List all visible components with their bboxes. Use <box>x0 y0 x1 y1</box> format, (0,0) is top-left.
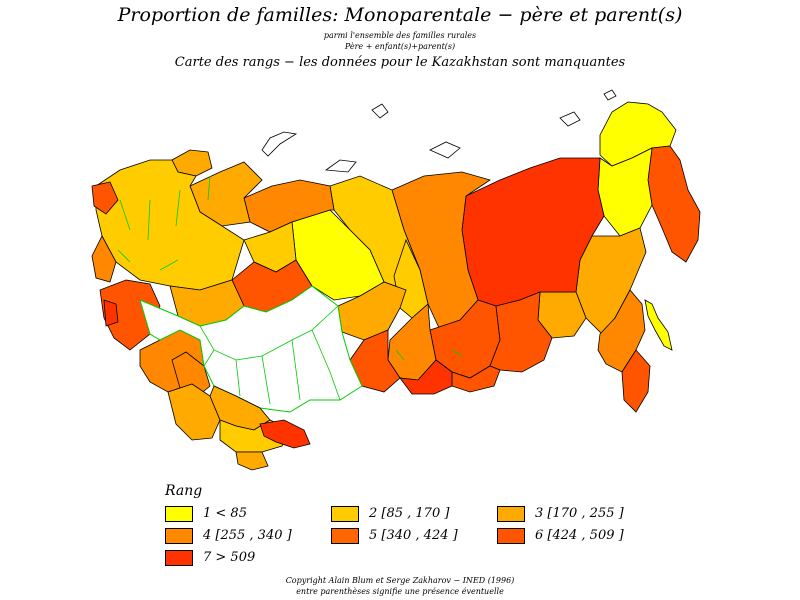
region-novosibirsk <box>337 281 407 341</box>
internal-borders-green <box>117 175 463 361</box>
region-caucasus-north <box>167 383 221 441</box>
region-novaya-zemlya <box>261 131 298 157</box>
legend-label-6: 6 [424 , 509 ] <box>535 528 624 543</box>
region-moldova <box>103 299 119 327</box>
region-magadan <box>597 147 653 237</box>
region-baltic <box>91 181 119 215</box>
map-subtitle-population: parmi l'ensemble des familles rurales <box>323 31 477 40</box>
region-primorye-south <box>621 349 651 413</box>
region-tajikistan <box>259 419 311 449</box>
legend-label-3: 3 [170 , 255 ] <box>535 506 624 521</box>
legend-swatch-5 <box>331 528 359 544</box>
legend-swatch-7 <box>165 550 193 566</box>
legend-swatch-2 <box>331 506 359 522</box>
region-turkmenistan <box>235 451 269 471</box>
region-altai-south <box>349 329 401 393</box>
kazakhstan-inner-borders <box>199 305 341 405</box>
region-kazakhstan-missing <box>139 285 363 413</box>
legend: 1 < 85 2 [85 , 170 ] 3 [170 , 255 ] 4 [2… <box>165 506 635 568</box>
region-tuva <box>399 359 453 395</box>
region-buryatia <box>451 365 501 393</box>
map-subtitle-note: Carte des rangs − les données pour le Ka… <box>174 55 626 70</box>
region-belarus <box>91 235 117 283</box>
region-chita <box>489 291 553 373</box>
region-wrangel <box>603 89 617 101</box>
legend-label-5: 5 [340 , 424 ] <box>369 528 458 543</box>
map-title: Proportion de familles: Monoparentale − … <box>117 4 683 26</box>
legend-swatch-1 <box>165 506 193 522</box>
legend-label-4: 4 [255 , 340 ] <box>203 528 292 543</box>
footnote-text: entre parenthèses signifie une présence … <box>296 587 504 596</box>
region-kamchatka <box>647 145 701 263</box>
legend-swatch-4 <box>165 528 193 544</box>
region-komi <box>243 179 335 233</box>
region-sakhalin <box>644 299 673 351</box>
region-primorye <box>597 289 646 373</box>
map-subtitle-definition: Père + enfant(s)+parent(s) <box>344 42 456 51</box>
legend-label-2: 2 [85 , 170 ] <box>369 506 450 521</box>
legend-title: Rang <box>165 483 203 499</box>
region-chukotka <box>599 101 677 167</box>
copyright-text: Copyright Alain Blum et Serge Zakharov −… <box>285 576 515 585</box>
region-arctic-islands <box>324 103 581 173</box>
legend-label-1: 1 < 85 <box>203 506 247 521</box>
legend-swatch-6 <box>497 528 525 544</box>
legend-label-7: 7 > 509 <box>203 550 256 565</box>
legend-swatch-3 <box>497 506 525 522</box>
